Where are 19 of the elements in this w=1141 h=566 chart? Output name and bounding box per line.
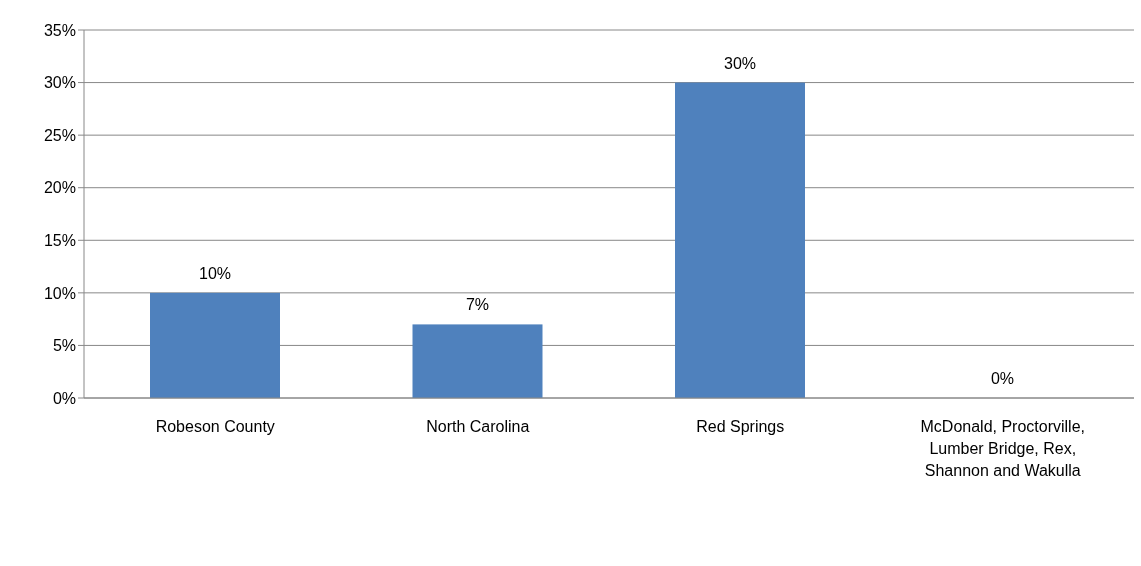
x-tick-label: Robeson County: [155, 418, 275, 435]
y-tick-label: 35%: [43, 21, 76, 39]
data-label: 10%: [198, 264, 232, 282]
y-tick-label: 0%: [52, 389, 76, 407]
x-tick-label: McDonald, Proctorville, Lumber Bridge, Rex, Shannon and Wakulla: [920, 418, 1085, 479]
y-tick-label: 25%: [43, 126, 76, 144]
y-tick-label: 20%: [43, 179, 76, 197]
y-tick-label: 15%: [43, 231, 76, 249]
bar: [412, 324, 543, 398]
y-tick-label: 30%: [43, 74, 76, 92]
bar: [150, 292, 280, 398]
data-label: 30%: [723, 54, 757, 72]
x-tick-label: Red Springs: [696, 418, 785, 435]
bar: [675, 82, 805, 398]
data-label: 7%: [465, 296, 490, 314]
y-tick-label: 10%: [43, 284, 76, 302]
x-tick-label: North Carolina: [426, 418, 530, 435]
y-tick-label: 5%: [52, 337, 76, 355]
data-label: 0%: [990, 370, 1015, 387]
